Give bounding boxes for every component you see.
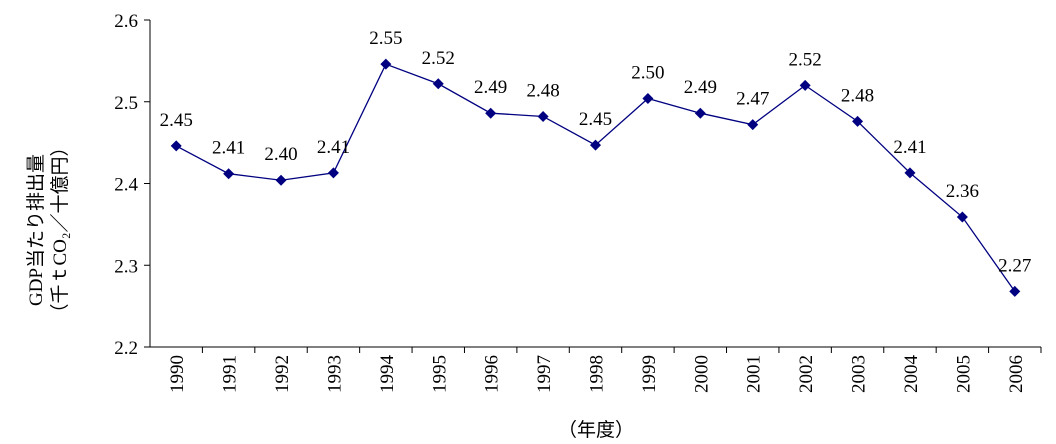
x-axis-title: （年度） bbox=[558, 419, 634, 441]
y-tick-label: 2.4 bbox=[114, 175, 138, 196]
y-tick-label: 2.5 bbox=[114, 93, 138, 114]
x-tick-label: 2003 bbox=[849, 355, 870, 393]
marker bbox=[537, 110, 549, 122]
value-label: 2.45 bbox=[579, 109, 612, 130]
x-tick-label: 1998 bbox=[587, 355, 608, 393]
marker bbox=[694, 107, 706, 119]
x-tick-label: 1996 bbox=[482, 355, 503, 393]
marker bbox=[380, 58, 392, 70]
value-label: 2.27 bbox=[998, 255, 1031, 276]
value-label: 2.49 bbox=[684, 77, 717, 98]
x-tick-label: 1999 bbox=[639, 355, 660, 393]
marker bbox=[590, 139, 601, 151]
marker bbox=[485, 107, 497, 119]
value-label: 2.52 bbox=[422, 48, 455, 69]
x-tick-label: 1993 bbox=[324, 355, 345, 393]
x-tick-label: 1990 bbox=[167, 355, 188, 393]
marker bbox=[799, 79, 811, 91]
y-axis-title: GDP当たり排出量 （千ｔCO₂／十億円） bbox=[25, 137, 71, 322]
x-tick-label: 2005 bbox=[953, 355, 974, 393]
series-line bbox=[175, 63, 1016, 292]
value-label: 2.50 bbox=[631, 62, 664, 83]
y-label-line: （千ｔCO₂／十億円） bbox=[49, 137, 71, 322]
value-label: 2.41 bbox=[893, 137, 926, 158]
value-label: 2.41 bbox=[212, 138, 245, 159]
marker bbox=[852, 115, 864, 127]
value-label: 2.48 bbox=[841, 85, 874, 106]
value-label: 2.36 bbox=[946, 181, 979, 202]
marker bbox=[1009, 285, 1021, 297]
value-label: 2.47 bbox=[736, 89, 769, 110]
x-tick-label: 1995 bbox=[429, 355, 450, 393]
x-tick-label: 2001 bbox=[744, 355, 765, 393]
value-label: 2.52 bbox=[789, 49, 822, 70]
x-tick-label: 1997 bbox=[534, 355, 555, 393]
x-tick-label: 1991 bbox=[220, 355, 241, 393]
marker bbox=[327, 167, 339, 179]
value-label: 2.40 bbox=[264, 144, 297, 165]
y-tick-label: 2.6 bbox=[114, 11, 138, 32]
value-label: 2.49 bbox=[474, 77, 507, 98]
x-tick-label: 1994 bbox=[377, 355, 398, 394]
marker bbox=[275, 174, 287, 186]
marker bbox=[956, 211, 968, 223]
x-tick-label: 2002 bbox=[796, 355, 817, 393]
x-tick-label: 1992 bbox=[272, 355, 293, 393]
marker bbox=[642, 92, 654, 104]
x-tick-label: 2000 bbox=[691, 355, 712, 393]
y-label-line: GDP当たり排出量 bbox=[25, 154, 47, 306]
value-label: 2.48 bbox=[526, 80, 559, 101]
marker bbox=[223, 168, 235, 180]
y-tick-label: 2.3 bbox=[114, 256, 138, 277]
marker bbox=[904, 167, 916, 179]
marker bbox=[747, 119, 759, 131]
y-tick-label: 2.2 bbox=[114, 338, 138, 359]
value-label: 2.41 bbox=[317, 137, 350, 158]
value-label: 2.45 bbox=[160, 110, 193, 131]
value-label: 2.55 bbox=[369, 28, 402, 49]
x-tick-label: 2004 bbox=[901, 355, 922, 394]
x-tick-label: 2006 bbox=[1006, 355, 1027, 393]
marker bbox=[170, 140, 182, 152]
marker bbox=[432, 78, 444, 90]
